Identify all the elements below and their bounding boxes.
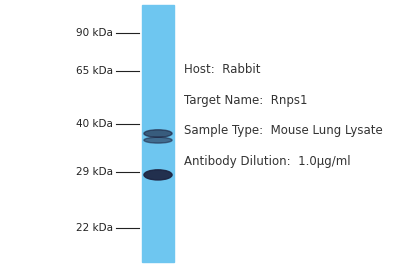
Text: Sample Type:  Mouse Lung Lysate: Sample Type: Mouse Lung Lysate [184,124,383,137]
Text: 29 kDa: 29 kDa [76,167,113,177]
Bar [142,5,174,262]
Text: 90 kDa: 90 kDa [76,28,113,38]
Text: 22 kDa: 22 kDa [76,223,113,233]
Text: 65 kDa: 65 kDa [76,66,113,76]
Ellipse shape [144,170,172,180]
Text: Host:  Rabbit: Host: Rabbit [184,63,260,76]
Ellipse shape [144,130,172,137]
Text: Target Name:  Rnps1: Target Name: Rnps1 [184,94,308,107]
Text: Antibody Dilution:  1.0µg/ml: Antibody Dilution: 1.0µg/ml [184,155,351,168]
Ellipse shape [144,137,172,143]
Text: 40 kDa: 40 kDa [76,119,113,129]
